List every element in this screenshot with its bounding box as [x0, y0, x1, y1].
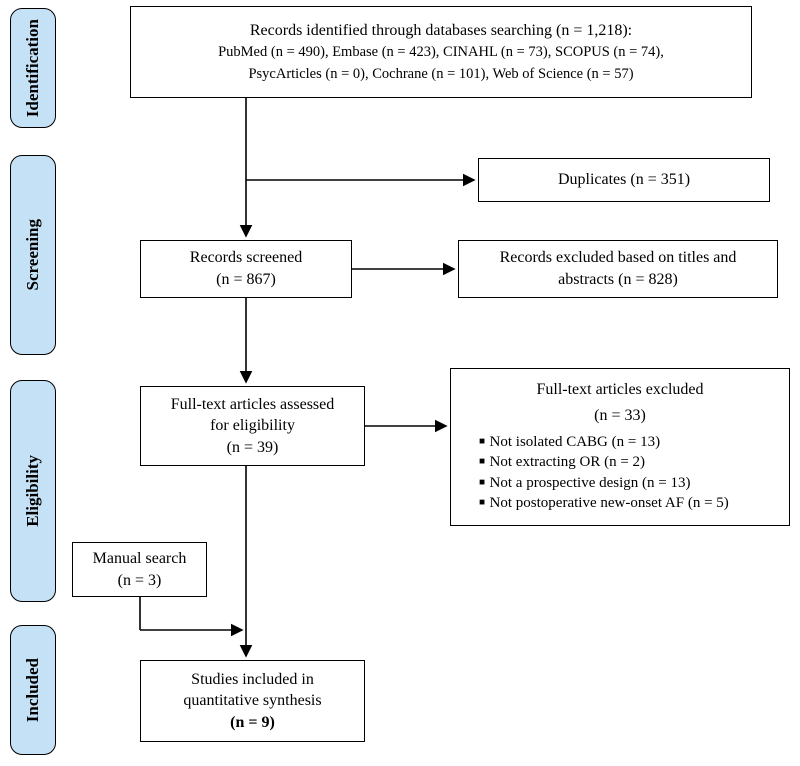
box-manual-search: Manual search (n = 3): [72, 542, 207, 597]
box-fulltext-assessed: Full-text articles assessed for eligibil…: [140, 386, 365, 466]
records-excluded-l1: Records excluded based on titles and: [500, 247, 737, 269]
records-identified-line2: PubMed (n = 490), Embase (n = 423), CINA…: [218, 43, 664, 63]
stage-included-label: Included: [23, 658, 43, 722]
box-records-identified: Records identified through databases sea…: [130, 6, 752, 98]
records-identified-title: Records identified through databases sea…: [250, 20, 632, 42]
prisma-flowchart: Identification Screening Eligibility Inc…: [0, 0, 800, 766]
stage-identification: Identification: [10, 8, 56, 128]
box-records-screened: Records screened (n = 867): [140, 240, 352, 298]
stage-eligibility: Eligibility: [10, 380, 56, 602]
fulltext-assessed-l3: (n = 39): [227, 437, 279, 459]
manual-search-l1: Manual search: [93, 548, 187, 570]
studies-included-l2: quantitative synthesis: [183, 690, 321, 712]
stage-included: Included: [10, 625, 56, 755]
box-duplicates: Duplicates (n = 351): [478, 158, 770, 202]
excl-item-3: Not postoperative new-onset AF (n = 5): [479, 493, 775, 513]
box-studies-included: Studies included in quantitative synthes…: [140, 660, 365, 742]
fulltext-excluded-title-l2: (n = 33): [465, 405, 775, 427]
fulltext-assessed-l2: for eligibility: [210, 415, 295, 437]
box-fulltext-excluded: Full-text articles excluded (n = 33) Not…: [450, 368, 790, 526]
stage-screening-label: Screening: [23, 219, 43, 290]
records-identified-line3: PsycArticles (n = 0), Cochrane (n = 101)…: [248, 65, 633, 85]
records-excluded-l2: abstracts (n = 828): [558, 269, 678, 291]
fulltext-excluded-title-l1: Full-text articles excluded: [465, 379, 775, 401]
studies-included-l1: Studies included in: [191, 669, 314, 691]
fulltext-excluded-list: Not isolated CABG (n = 13) Not extractin…: [465, 432, 775, 513]
stage-screening: Screening: [10, 155, 56, 355]
stage-identification-label: Identification: [23, 19, 43, 117]
stage-eligibility-label: Eligibility: [23, 455, 43, 527]
duplicates-text: Duplicates (n = 351): [558, 169, 690, 191]
box-records-excluded: Records excluded based on titles and abs…: [458, 240, 778, 298]
fulltext-assessed-l1: Full-text articles assessed: [171, 394, 335, 416]
excl-item-2: Not a prospective design (n = 13): [479, 473, 775, 493]
records-screened-l1: Records screened: [190, 247, 302, 269]
records-screened-l2: (n = 867): [216, 269, 276, 291]
excl-item-1: Not extracting OR (n = 2): [479, 452, 775, 472]
manual-search-l2: (n = 3): [118, 570, 162, 592]
studies-included-l3: (n = 9): [230, 712, 275, 734]
excl-item-0: Not isolated CABG (n = 13): [479, 432, 775, 452]
